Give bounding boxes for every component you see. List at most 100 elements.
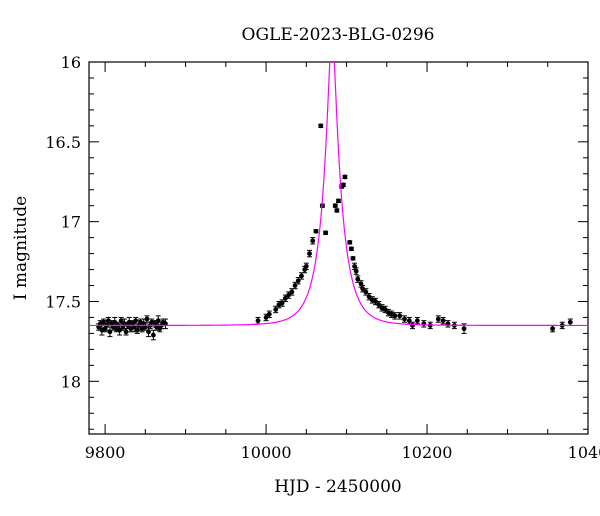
data-point [292, 281, 298, 290]
data-point [340, 182, 346, 188]
y-tick-label: 16 [61, 53, 81, 72]
x-tick-labels: 9800 10000 10200 1040 [85, 443, 600, 462]
data-point [355, 275, 361, 283]
data-marker [461, 326, 467, 332]
data-point [360, 285, 366, 293]
data-point [336, 198, 341, 204]
data-marker [440, 318, 446, 324]
data-point [310, 237, 316, 245]
data-point [366, 293, 372, 301]
data-point [295, 277, 301, 285]
data-marker [373, 299, 378, 304]
data-point [567, 318, 573, 326]
y-tick-labels: 16 16.5 17 17.5 18 [45, 53, 81, 391]
data-marker [266, 311, 272, 317]
data-point [421, 320, 427, 328]
chart-title: OGLE-2023-BLG-0296 [242, 25, 435, 45]
data-point [342, 174, 348, 180]
x-tick-label: 9800 [85, 443, 126, 462]
x-tick-label: 10200 [402, 443, 453, 462]
y-tick-label: 17 [61, 213, 81, 232]
data-point [332, 203, 338, 209]
data-marker [334, 208, 340, 213]
data-point [255, 316, 261, 325]
model-curve [89, 62, 588, 327]
data-point [150, 329, 156, 341]
data-point [376, 300, 382, 309]
data-marker [286, 292, 291, 298]
data-marker [340, 182, 346, 188]
data-marker [133, 318, 139, 324]
data-point [307, 249, 313, 258]
data-point [105, 316, 111, 325]
axis-ticks [89, 61, 589, 434]
data-marker [410, 323, 415, 328]
data-marker [550, 326, 555, 332]
data-point [353, 267, 359, 275]
data-marker [435, 316, 441, 322]
data-point [435, 315, 441, 323]
data-point [550, 324, 556, 333]
data-marker [112, 319, 118, 325]
data-point [414, 316, 420, 325]
data-point [445, 320, 451, 328]
data-point [392, 312, 398, 320]
data-marker [348, 246, 354, 252]
data-marker [150, 332, 156, 338]
data-marker [347, 240, 353, 245]
data-point [318, 123, 324, 129]
data-point [298, 272, 304, 280]
data-point [410, 321, 416, 330]
data-point [323, 230, 329, 236]
y-tick-label: 16.5 [45, 133, 81, 152]
data-marker [323, 230, 329, 236]
data-marker [332, 203, 338, 209]
data-point [382, 305, 388, 314]
data-marker [307, 251, 312, 256]
data-marker [336, 198, 341, 204]
data-points [96, 123, 573, 341]
data-marker [282, 295, 288, 301]
x-tick-label: 10000 [241, 443, 292, 462]
data-point [133, 316, 139, 325]
x-axis-label: HJD - 2450000 [274, 477, 402, 497]
data-marker [421, 321, 427, 327]
y-tick-label: 17.5 [45, 292, 81, 311]
data-marker [397, 313, 403, 319]
data-marker [144, 316, 150, 322]
data-marker [303, 263, 309, 269]
data-point [123, 328, 129, 336]
data-point [440, 316, 446, 325]
data-point [273, 305, 279, 314]
x-tick-label: 1040 [568, 443, 600, 462]
data-marker [255, 318, 261, 324]
data-marker [392, 313, 398, 319]
data-marker [313, 228, 319, 234]
data-marker [318, 123, 324, 129]
data-marker [105, 318, 111, 324]
data-marker [146, 329, 151, 335]
data-marker [402, 316, 407, 322]
data-marker [289, 289, 295, 295]
data-marker [342, 174, 348, 180]
data-marker [123, 329, 129, 335]
data-marker [310, 238, 316, 244]
data-marker [263, 315, 269, 320]
data-marker [567, 319, 573, 325]
data-point [334, 208, 340, 213]
data-point [401, 315, 407, 323]
data-point [266, 310, 272, 318]
data-point [348, 246, 354, 252]
data-point [313, 228, 319, 234]
data-marker [382, 307, 388, 312]
data-marker [350, 255, 356, 261]
data-marker [414, 318, 420, 324]
y-tick-label: 18 [61, 372, 81, 391]
data-point [350, 255, 356, 261]
data-marker [366, 294, 372, 300]
data-point [144, 315, 150, 323]
data-marker [360, 286, 366, 292]
plot-frame [88, 61, 589, 435]
